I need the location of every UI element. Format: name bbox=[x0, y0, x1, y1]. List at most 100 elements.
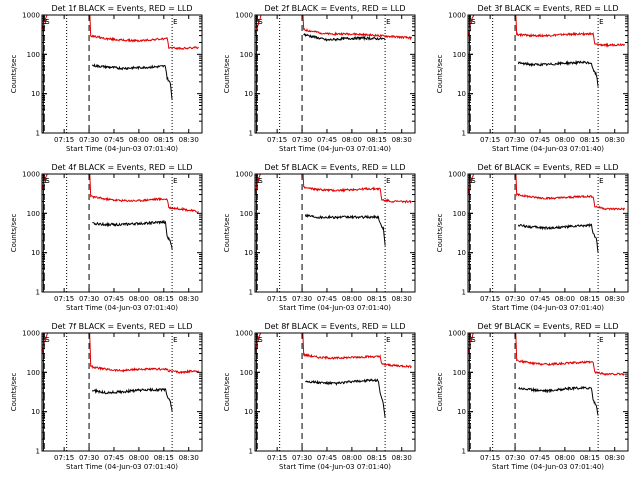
y-axis-label: Counts/sec bbox=[223, 55, 231, 94]
axes-frame bbox=[467, 332, 629, 452]
y-tick-label: 10 bbox=[244, 90, 253, 98]
y-tick-label: 10 bbox=[244, 249, 253, 257]
x-tick-label: 07:30 bbox=[505, 454, 525, 462]
y-tick-label: 1000 bbox=[448, 171, 466, 179]
y-tick-label: 10 bbox=[244, 408, 253, 416]
marker-label: E bbox=[173, 336, 177, 344]
x-tick-label: 08:00 bbox=[342, 136, 362, 144]
y-tick-label: 100 bbox=[240, 51, 253, 59]
x-tick-label: 08:30 bbox=[392, 136, 412, 144]
x-tick-label: 07:30 bbox=[292, 295, 312, 303]
x-tick-label: 07:45 bbox=[317, 454, 337, 462]
x-axis-label: Start Time (04-Jun-03 07:01:40) bbox=[66, 304, 178, 312]
x-tick-label: 07:30 bbox=[292, 136, 312, 144]
marker-label: E bbox=[173, 177, 177, 185]
x-tick-label: 07:45 bbox=[317, 136, 337, 144]
x-tick-label: 07:15 bbox=[54, 136, 74, 144]
marker-label: E bbox=[44, 177, 48, 185]
marker-label: S bbox=[258, 177, 263, 185]
y-tick-label: 1000 bbox=[448, 330, 466, 338]
axes-frame bbox=[254, 14, 416, 134]
x-axis-label: Start Time (04-Jun-03 07:01:40) bbox=[279, 304, 391, 312]
marker-label: E bbox=[44, 18, 48, 26]
lld-series-line bbox=[42, 333, 200, 375]
y-tick-label: 1 bbox=[462, 289, 466, 297]
panel-title: Det 5f BLACK = Events, RED = LLD bbox=[264, 163, 405, 172]
axes-frame bbox=[41, 173, 203, 293]
marker-label: E bbox=[470, 177, 474, 185]
x-tick-label: 07:45 bbox=[104, 295, 124, 303]
y-tick-label: 1000 bbox=[22, 171, 40, 179]
y-tick-label: 1 bbox=[249, 448, 253, 456]
x-tick-label: 07:45 bbox=[530, 454, 550, 462]
panel-title: Det 6f BLACK = Events, RED = LLD bbox=[477, 163, 618, 172]
x-axis-label: Start Time (04-Jun-03 07:01:40) bbox=[279, 463, 391, 471]
panel-title: Det 4f BLACK = Events, RED = LLD bbox=[51, 163, 192, 172]
x-axis-label: Start Time (04-Jun-03 07:01:40) bbox=[492, 304, 604, 312]
axes-frame bbox=[467, 14, 629, 134]
x-tick-label: 07:15 bbox=[267, 454, 287, 462]
events-series-line bbox=[92, 219, 173, 250]
marker-label: S bbox=[45, 336, 50, 344]
y-tick-label: 1 bbox=[249, 130, 253, 138]
panel-title: Det 7f BLACK = Events, RED = LLD bbox=[51, 322, 192, 331]
panel-title: Det 8f BLACK = Events, RED = LLD bbox=[264, 322, 405, 331]
x-tick-label: 08:30 bbox=[392, 295, 412, 303]
y-tick-label: 1 bbox=[462, 448, 466, 456]
x-tick-label: 08:15 bbox=[154, 454, 174, 462]
y-axis-label: Counts/sec bbox=[436, 373, 444, 412]
x-tick-label: 08:15 bbox=[367, 295, 387, 303]
marker-label: E bbox=[173, 18, 177, 26]
marker-label: E bbox=[386, 336, 390, 344]
y-tick-label: 1000 bbox=[448, 12, 466, 20]
x-tick-label: 07:15 bbox=[54, 295, 74, 303]
y-tick-label: 100 bbox=[453, 210, 466, 218]
x-tick-label: 08:00 bbox=[555, 454, 575, 462]
x-tick-label: 08:15 bbox=[154, 136, 174, 144]
x-tick-label: 07:15 bbox=[267, 295, 287, 303]
x-tick-label: 08:30 bbox=[179, 136, 199, 144]
y-tick-label: 1 bbox=[249, 289, 253, 297]
x-tick-label: 08:00 bbox=[129, 454, 149, 462]
x-tick-label: 07:45 bbox=[530, 295, 550, 303]
axes-frame bbox=[41, 14, 203, 134]
marker-label: S bbox=[45, 18, 50, 26]
x-tick-label: 08:00 bbox=[129, 295, 149, 303]
x-tick-label: 08:15 bbox=[580, 454, 600, 462]
marker-label: E bbox=[257, 18, 261, 26]
marker-label: S bbox=[258, 336, 263, 344]
marker-label: E bbox=[257, 177, 261, 185]
lld-series-line bbox=[468, 15, 626, 48]
y-axis-label: Counts/sec bbox=[223, 373, 231, 412]
y-axis-label: Counts/sec bbox=[10, 373, 18, 412]
y-axis-label: Counts/sec bbox=[10, 55, 18, 94]
marker-label: E bbox=[386, 177, 390, 185]
marker-label: E bbox=[257, 336, 261, 344]
y-tick-label: 10 bbox=[31, 249, 40, 257]
marker-label: S bbox=[45, 177, 50, 185]
axes-frame bbox=[41, 332, 203, 452]
y-tick-label: 1000 bbox=[235, 12, 253, 20]
x-axis-label: Start Time (04-Jun-03 07:01:40) bbox=[279, 145, 391, 153]
y-axis-label: Counts/sec bbox=[436, 214, 444, 253]
lld-series-line bbox=[42, 15, 199, 51]
x-tick-label: 07:15 bbox=[480, 454, 500, 462]
y-tick-label: 1 bbox=[36, 448, 40, 456]
x-tick-label: 07:45 bbox=[317, 295, 337, 303]
events-series-line bbox=[304, 213, 386, 246]
y-tick-label: 100 bbox=[240, 369, 253, 377]
x-tick-label: 07:45 bbox=[104, 136, 124, 144]
x-tick-label: 07:30 bbox=[505, 295, 525, 303]
y-tick-label: 10 bbox=[457, 249, 466, 257]
axes-frame bbox=[254, 332, 416, 452]
x-axis-label: Start Time (04-Jun-03 07:01:40) bbox=[492, 145, 604, 153]
y-tick-label: 10 bbox=[457, 90, 466, 98]
marker-label: S bbox=[258, 18, 263, 26]
x-tick-label: 08:15 bbox=[154, 295, 174, 303]
y-tick-label: 1 bbox=[36, 130, 40, 138]
